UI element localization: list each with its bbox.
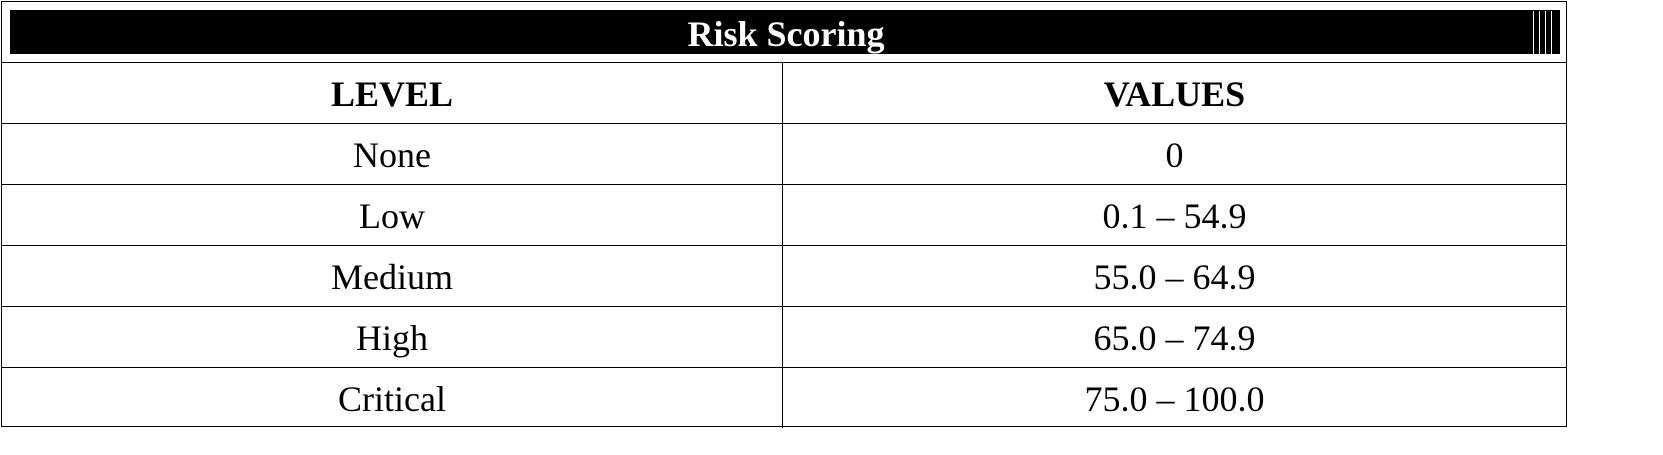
title-bar-stripe bbox=[1551, 11, 1552, 55]
values-cell: 0.1 – 54.9 bbox=[1102, 196, 1247, 236]
risk-scoring-table: Risk Scoring LEVEL VALUES None 0 Low 0.1… bbox=[1, 1, 1567, 429]
table-row: High 65.0 – 74.9 bbox=[2, 307, 1566, 368]
values-cell: 55.0 – 64.9 bbox=[1093, 257, 1256, 297]
title-bar-stripe bbox=[1539, 11, 1540, 55]
title-bar-stripe bbox=[1533, 11, 1534, 55]
level-cell: Low bbox=[2, 185, 783, 245]
level-cell: Medium bbox=[2, 246, 783, 306]
level-cell: Critical bbox=[2, 368, 783, 428]
header-values: VALUES bbox=[1103, 74, 1246, 114]
title-bar-stripe bbox=[1545, 11, 1546, 55]
level-cell: None bbox=[2, 124, 783, 184]
table-body: LEVEL VALUES None 0 Low 0.1 – 54.9 Mediu… bbox=[2, 63, 1566, 429]
title-bar: Risk Scoring bbox=[10, 10, 1560, 55]
table-header-row: LEVEL VALUES bbox=[2, 63, 1566, 124]
table-title-row: Risk Scoring bbox=[2, 2, 1566, 63]
table-row: Critical 75.0 – 100.0 bbox=[2, 368, 1566, 429]
table-row: None 0 bbox=[2, 124, 1566, 185]
header-level: LEVEL bbox=[2, 63, 783, 123]
table-title: Risk Scoring bbox=[687, 14, 885, 54]
table-row: Medium 55.0 – 64.9 bbox=[2, 246, 1566, 307]
level-cell: High bbox=[2, 307, 783, 367]
values-cell: 0 bbox=[1165, 135, 1184, 175]
table-row: Low 0.1 – 54.9 bbox=[2, 185, 1566, 246]
values-cell: 75.0 – 100.0 bbox=[1084, 379, 1265, 419]
values-cell: 65.0 – 74.9 bbox=[1093, 318, 1256, 358]
